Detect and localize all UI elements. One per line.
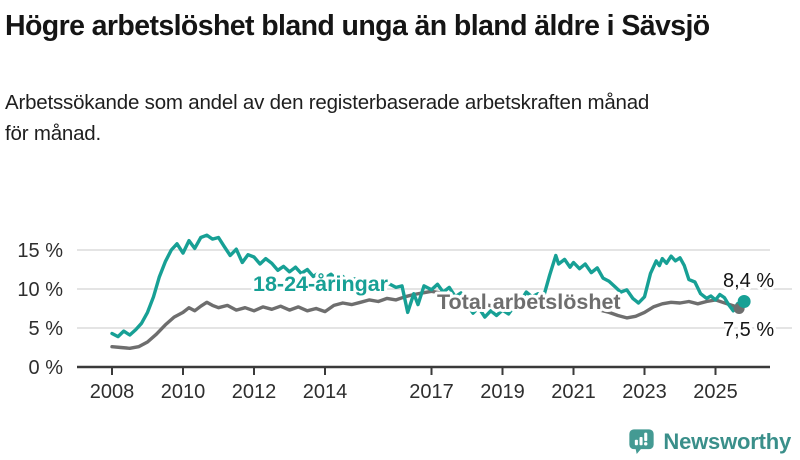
brand-footer: Newsworthy [628,428,791,455]
x-tick-label-2012: 2012 [232,381,277,403]
y-tick-label-5: 5 % [29,318,64,340]
chart-subtitle: Arbetssökande som andel av den registerb… [5,88,783,150]
chart-subtitle-line-1: Arbetssökande som andel av den registerb… [5,90,650,114]
x-tick-label-2017: 2017 [409,381,454,403]
header: Högre arbetslöshet bland unga än bland ä… [0,10,800,149]
series-end-label-youth: 8,4 % [723,270,774,292]
x-tick-label-2010: 2010 [161,381,206,403]
series-end-dot-youth [737,294,751,308]
chart-title: Högre arbetslöshet bland unga än bland ä… [5,10,710,42]
x-tick-label-2008: 2008 [90,381,135,403]
series-line-youth [110,233,744,339]
brand-name-text: Newsworthy [663,428,791,454]
series-name-label-total: Total arbetslöshet [437,290,621,314]
series-end-dot-total [733,303,745,314]
chart-subtitle-line-2: för månad. [5,121,101,145]
y-tick-label-10: 10 % [17,279,63,301]
x-tick-label-2019: 2019 [480,381,525,403]
x-tick-label-2021: 2021 [551,381,596,403]
x-tick-label-2025: 2025 [693,381,738,403]
y-tick-label-15: 15 % [17,240,63,262]
series-line-total [110,289,744,350]
newsworthy-logo-icon [628,428,655,455]
x-tick-label-2023: 2023 [622,381,667,403]
series-name-label-youth: 18-24-åringar [253,272,389,296]
x-tick-label-2014: 2014 [303,381,348,403]
series-end-label-total: 7,5 % [723,319,774,341]
y-tick-label-0: 0 % [29,357,64,379]
